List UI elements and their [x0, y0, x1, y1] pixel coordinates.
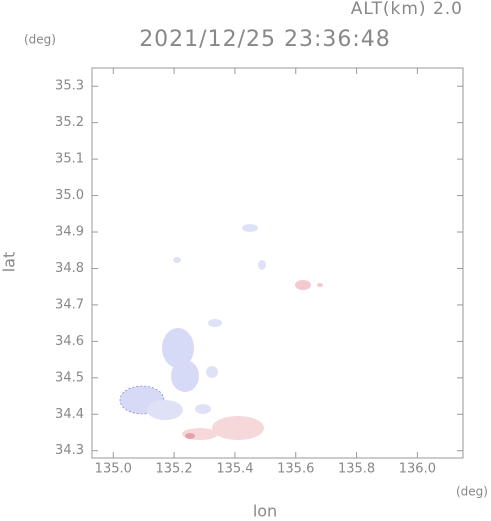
echo-region — [295, 280, 311, 290]
echo-region — [208, 319, 222, 327]
x-tick-label: 135.4 — [216, 462, 253, 477]
y-axis-label: lat — [0, 252, 19, 273]
y-tick-label: 35.2 — [55, 115, 84, 130]
y-tick-label: 35.3 — [55, 79, 84, 94]
x-tick-label: 135.6 — [277, 462, 314, 477]
echo-region — [162, 328, 194, 368]
echo-region — [206, 366, 218, 378]
echo-region — [173, 257, 181, 263]
x-unit: (deg) — [456, 485, 488, 499]
echo-region — [242, 224, 258, 232]
x-tick-label: 135.2 — [155, 462, 192, 477]
echo-region — [185, 433, 195, 439]
echo-region — [258, 260, 266, 270]
altitude-label: ALT(km) 2.0 — [351, 0, 463, 19]
x-tick-label: 135.8 — [338, 462, 375, 477]
y-tick-label: 34.8 — [55, 261, 84, 276]
y-tick-label: 34.9 — [55, 225, 84, 240]
x-axis-label: lon — [253, 502, 277, 521]
echo-regions — [119, 224, 323, 440]
y-tick-label: 35.0 — [55, 188, 84, 203]
y-tick-label: 34.5 — [55, 370, 84, 385]
echo-region — [195, 404, 211, 414]
echo-region — [147, 400, 183, 420]
x-tick-label: 136.0 — [399, 462, 436, 477]
echo-region — [171, 360, 199, 392]
y-tick-label: 35.1 — [55, 152, 84, 167]
echo-region — [317, 283, 323, 287]
x-tick-label: 135.0 — [95, 462, 132, 477]
y-tick-label: 34.3 — [55, 443, 84, 458]
y-tick-label: 34.4 — [55, 407, 84, 422]
echo-region — [212, 416, 264, 440]
plot-frame — [91, 67, 464, 459]
y-unit: (deg) — [24, 33, 56, 47]
chart-title: 2021/12/25 23:36:48 — [139, 27, 391, 52]
y-tick-label: 34.7 — [55, 297, 84, 312]
y-tick-label: 34.6 — [55, 334, 84, 349]
